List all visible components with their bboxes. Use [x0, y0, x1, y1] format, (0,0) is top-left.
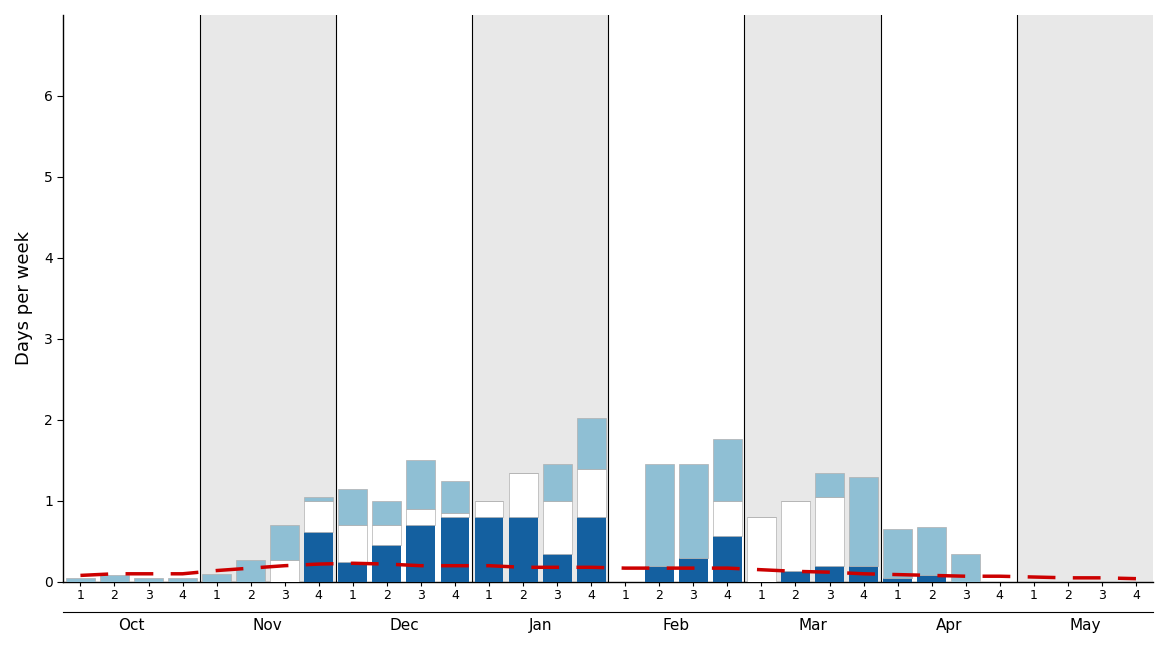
Bar — [373, 546, 402, 582]
Bar — [917, 527, 946, 575]
Bar — [406, 461, 436, 509]
Bar — [508, 517, 537, 582]
Bar — [134, 578, 164, 582]
Bar — [883, 578, 912, 582]
Bar — [543, 501, 571, 553]
Bar — [577, 419, 606, 469]
Bar — [748, 517, 776, 582]
Bar — [168, 578, 197, 582]
Bar — [100, 575, 128, 582]
Bar — [679, 557, 708, 582]
Bar — [508, 472, 537, 517]
Bar — [645, 465, 674, 566]
Bar — [781, 572, 809, 582]
Bar — [373, 501, 402, 525]
Bar — [200, 15, 336, 582]
Bar — [440, 513, 470, 517]
Bar — [679, 465, 708, 557]
Bar — [406, 509, 436, 525]
Y-axis label: Days per week: Days per week — [15, 231, 33, 365]
Bar — [781, 501, 809, 572]
Bar — [65, 578, 95, 582]
Bar — [577, 517, 606, 582]
Bar — [744, 15, 881, 582]
Bar — [951, 553, 980, 582]
Bar — [270, 525, 299, 560]
Bar — [339, 489, 367, 525]
Bar — [712, 439, 742, 501]
Bar — [202, 573, 231, 582]
Bar — [373, 525, 402, 546]
Bar — [305, 531, 333, 582]
Bar — [712, 501, 742, 536]
Bar — [305, 501, 333, 531]
Bar — [406, 525, 436, 582]
Bar — [472, 15, 609, 582]
Bar — [270, 560, 299, 582]
Bar — [849, 566, 878, 582]
Bar — [474, 501, 503, 517]
Bar — [917, 575, 946, 582]
Bar — [815, 497, 844, 566]
Bar — [883, 529, 912, 578]
Bar — [339, 525, 367, 562]
Bar — [645, 566, 674, 582]
Bar — [440, 481, 470, 513]
Bar — [440, 517, 470, 582]
Bar — [339, 562, 367, 582]
Bar — [577, 469, 606, 517]
Bar — [849, 477, 878, 566]
Bar — [712, 536, 742, 582]
Bar — [543, 553, 571, 582]
Bar — [1017, 15, 1153, 582]
Bar — [815, 566, 844, 582]
Bar — [236, 560, 265, 582]
Bar — [305, 497, 333, 501]
Bar — [474, 517, 503, 582]
Bar — [815, 472, 844, 497]
Bar — [543, 465, 571, 501]
